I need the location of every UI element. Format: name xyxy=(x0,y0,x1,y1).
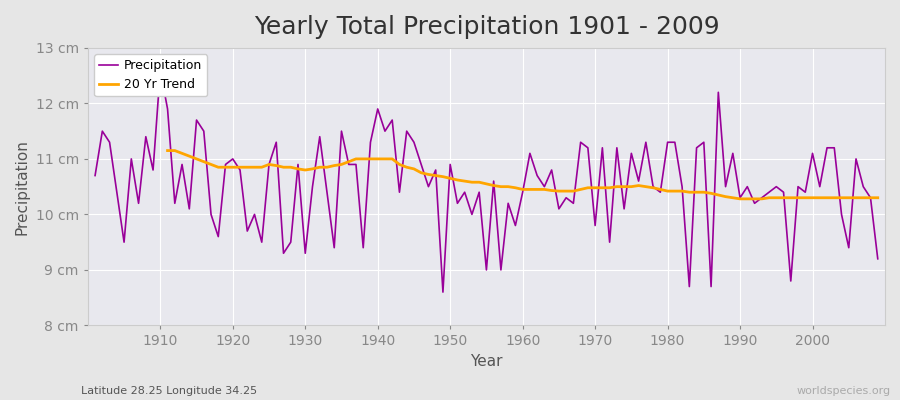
Line: Precipitation: Precipitation xyxy=(95,70,878,292)
Text: Latitude 28.25 Longitude 34.25: Latitude 28.25 Longitude 34.25 xyxy=(81,386,257,396)
Precipitation xyxy=(148,168,158,172)
20 Yr Trend xyxy=(518,187,528,192)
20 Yr Trend xyxy=(734,196,745,201)
Precipitation xyxy=(358,245,369,250)
Precipitation xyxy=(532,173,543,178)
20 Yr Trend xyxy=(720,194,731,199)
Legend: Precipitation, 20 Yr Trend: Precipitation, 20 Yr Trend xyxy=(94,54,207,96)
20 Yr Trend xyxy=(162,148,173,153)
Y-axis label: Precipitation: Precipitation xyxy=(15,139,30,234)
Line: 20 Yr Trend: 20 Yr Trend xyxy=(167,150,877,199)
Precipitation xyxy=(314,134,325,139)
20 Yr Trend xyxy=(351,156,362,161)
Precipitation xyxy=(872,256,883,261)
20 Yr Trend xyxy=(328,163,339,168)
Title: Yearly Total Precipitation 1901 - 2009: Yearly Total Precipitation 1901 - 2009 xyxy=(254,15,719,39)
Text: worldspecies.org: worldspecies.org xyxy=(796,386,891,396)
Precipitation xyxy=(155,68,166,72)
Precipitation xyxy=(437,290,448,294)
Precipitation xyxy=(90,173,101,178)
X-axis label: Year: Year xyxy=(470,354,503,369)
Precipitation xyxy=(618,206,629,211)
Precipitation xyxy=(525,151,535,156)
20 Yr Trend xyxy=(872,195,883,200)
20 Yr Trend xyxy=(380,156,391,161)
20 Yr Trend xyxy=(539,187,550,192)
